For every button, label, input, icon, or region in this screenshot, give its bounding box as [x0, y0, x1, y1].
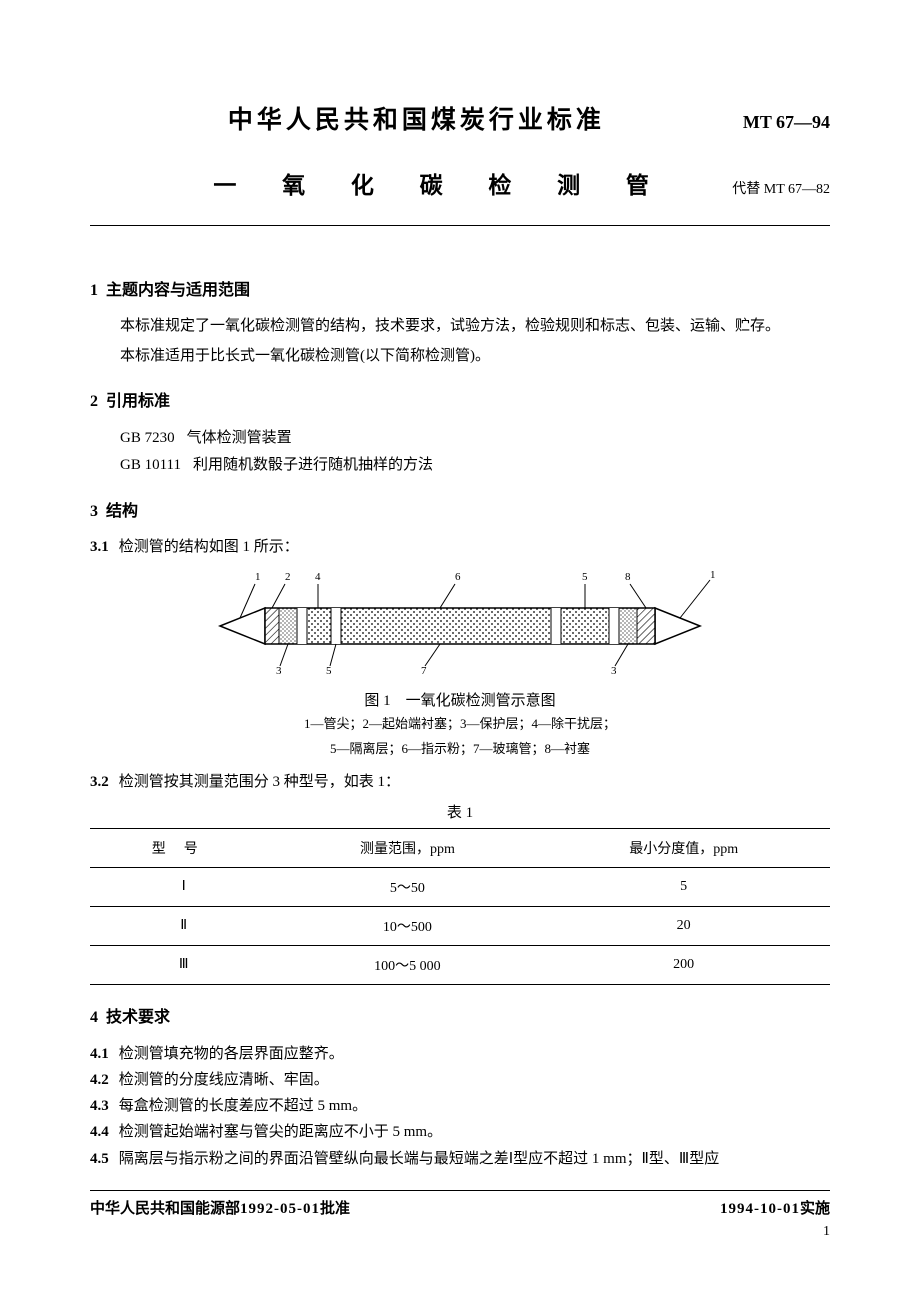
s1-paragraph-2: 本标准适用于比长式一氧化碳检测管(以下简称检测管)。: [90, 344, 830, 370]
replaces-code: 代替 MT 67—82: [732, 178, 830, 198]
standard-code: MT 67—94: [743, 112, 830, 133]
header-row: 中华人民共和国煤炭行业标准 MT 67—94: [90, 100, 830, 136]
section-3-heading: 3结构: [90, 497, 830, 521]
section-4-heading: 4技术要求: [90, 1003, 830, 1027]
document-subtitle: 一 氧 化 碳 检 测 管: [90, 166, 732, 200]
svg-text:1: 1: [710, 569, 716, 581]
section-1-heading: 1主题内容与适用范围: [90, 276, 830, 300]
svg-text:6: 6: [455, 571, 461, 583]
svg-text:7: 7: [421, 665, 427, 676]
figure-1-legend-2: 5—隔离层；6—指示粉；7—玻璃管；8—衬塞: [90, 739, 830, 760]
page-number: 1: [90, 1224, 830, 1240]
s1-paragraph-1: 本标准规定了一氧化碳检测管的结构，技术要求，试验方法，检验规则和标志、包装、运输…: [90, 314, 830, 340]
requirement-item: 4.3每盒检测管的长度差应不超过 5 mm。: [90, 1093, 830, 1119]
svg-text:2: 2: [285, 571, 291, 583]
figure-1-legend-1: 1—管尖；2—起始端衬塞；3—保护层；4—除干扰层；: [90, 714, 830, 735]
section-3-1: 3.1检测管的结构如图 1 所示：: [90, 535, 830, 556]
header-rule: [90, 225, 830, 226]
table-row: Ⅲ 100～5 000 200: [90, 945, 830, 984]
reference-item: GB 10111利用随机数骰子进行随机抽样的方法: [120, 452, 830, 479]
svg-text:4: 4: [315, 571, 321, 583]
approval-info: 中华人民共和国能源部1992-05-01批准: [90, 1197, 350, 1218]
reference-item: GB 7230气体检测管装置: [120, 425, 830, 452]
footer-row: 中华人民共和国能源部1992-05-01批准 1994-10-01实施: [90, 1197, 830, 1218]
svg-text:1: 1: [255, 571, 261, 583]
table-col-header: 测量范围，ppm: [277, 828, 537, 867]
section-3-2: 3.2检测管按其测量范围分 3 种型号，如表 1：: [90, 770, 830, 791]
svg-text:5: 5: [582, 571, 588, 583]
svg-text:5: 5: [326, 665, 332, 676]
requirement-item: 4.2检测管的分度线应清晰、牢固。: [90, 1067, 830, 1093]
main-title: 中华人民共和国煤炭行业标准: [90, 100, 743, 136]
svg-text:3: 3: [276, 665, 282, 676]
figure-1: 1 2 4 6 5 8 1 3 5 7 3: [90, 566, 830, 681]
svg-text:3: 3: [611, 665, 617, 676]
requirement-item: 4.4检测管起始端衬塞与管尖的距离应不小于 5 mm。: [90, 1119, 830, 1145]
table-col-header: 型号: [90, 828, 277, 867]
figure-1-caption: 图 1 一氧化碳检测管示意图: [90, 689, 830, 710]
requirement-item: 4.1检测管填充物的各层界面应整齐。: [90, 1041, 830, 1067]
table-header-row: 型号 测量范围，ppm 最小分度值，ppm: [90, 828, 830, 867]
effective-info: 1994-10-01实施: [720, 1197, 830, 1218]
detector-tube-diagram: 1 2 4 6 5 8 1 3 5 7 3: [200, 566, 720, 676]
subtitle-row: 一 氧 化 碳 检 测 管 代替 MT 67—82: [90, 166, 830, 200]
footer-rule: [90, 1190, 830, 1191]
table-1-caption: 表 1: [90, 801, 830, 822]
table-col-header: 最小分度值，ppm: [537, 828, 830, 867]
table-row: Ⅱ 10～500 20: [90, 906, 830, 945]
table-1: 型号 测量范围，ppm 最小分度值，ppm Ⅰ 5～50 5 Ⅱ 10～500 …: [90, 828, 830, 985]
table-row: Ⅰ 5～50 5: [90, 867, 830, 906]
svg-text:8: 8: [625, 571, 631, 583]
requirement-item: 4.5隔离层与指示粉之间的界面沿管壁纵向最长端与最短端之差Ⅰ型应不超过 1 mm…: [90, 1146, 830, 1172]
section-2-heading: 2引用标准: [90, 387, 830, 411]
